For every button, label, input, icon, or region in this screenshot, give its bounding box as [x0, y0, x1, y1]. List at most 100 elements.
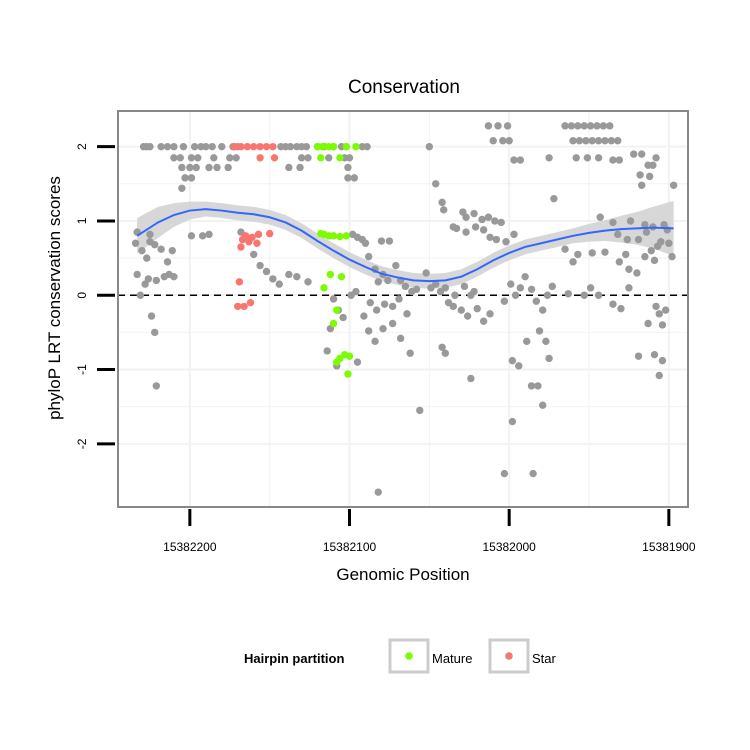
legend-swatch-star	[505, 652, 513, 660]
point-mature	[344, 370, 352, 378]
point-other	[644, 319, 652, 328]
point-other	[178, 184, 186, 192]
point-other	[131, 239, 140, 247]
legend-entry-mature: Mature	[388, 638, 472, 674]
point-other	[432, 180, 440, 188]
point-other	[500, 469, 509, 478]
point-other	[641, 252, 649, 261]
point-other	[567, 122, 576, 130]
chart-title: Conservation	[348, 77, 460, 98]
point-other	[385, 237, 394, 245]
x-axis: 15382200 15382100 15382000 15381900	[163, 509, 696, 554]
point-mature	[320, 284, 328, 292]
point-other	[510, 230, 518, 239]
point-other	[412, 285, 421, 294]
point-other	[642, 228, 651, 236]
point-other	[170, 272, 178, 281]
point-other	[462, 213, 470, 221]
data-points	[131, 122, 678, 496]
point-other	[511, 291, 520, 299]
point-other	[406, 349, 414, 357]
point-other	[644, 161, 652, 169]
point-other	[256, 261, 264, 270]
point-other	[588, 137, 596, 145]
point-other	[615, 258, 624, 266]
point-other	[614, 137, 622, 145]
point-mature	[352, 142, 360, 151]
point-star	[234, 302, 242, 311]
point-other	[470, 209, 478, 218]
point-other	[665, 239, 673, 247]
point-other	[479, 317, 488, 325]
point-other	[596, 213, 604, 221]
point-other	[658, 356, 667, 365]
point-other	[645, 172, 654, 181]
point-other	[617, 304, 625, 313]
x-tick-label: 15382100	[323, 540, 377, 554]
legend: Hairpin partition Mature Star	[244, 638, 557, 674]
point-other	[582, 137, 590, 145]
point-other	[650, 350, 659, 359]
point-other	[138, 246, 146, 255]
point-mature	[317, 154, 325, 162]
point-other	[194, 154, 202, 162]
point-other	[146, 142, 154, 151]
point-other	[599, 122, 608, 130]
point-other	[449, 302, 457, 311]
point-star	[237, 243, 245, 251]
point-other	[594, 154, 603, 162]
point-other	[178, 163, 186, 172]
point-other	[170, 154, 178, 162]
point-other	[510, 156, 518, 164]
point-other	[564, 290, 572, 298]
point-other	[187, 232, 196, 240]
point-other	[187, 174, 196, 182]
point-other	[403, 310, 411, 318]
point-other	[561, 245, 569, 253]
point-other	[601, 248, 609, 256]
point-other	[661, 306, 670, 314]
point-other	[179, 142, 188, 151]
point-other	[293, 272, 301, 281]
confidence-band	[137, 200, 674, 289]
point-other	[157, 142, 165, 151]
point-other	[136, 291, 145, 299]
point-other	[360, 312, 368, 320]
point-star	[246, 298, 255, 307]
legend-swatch-mature	[405, 652, 413, 660]
smooth-line-layer	[136, 208, 674, 283]
point-other	[163, 258, 172, 266]
y-tick-label: 2	[75, 143, 89, 150]
point-mature	[318, 142, 327, 151]
point-star	[270, 154, 279, 162]
point-other	[486, 310, 494, 318]
x-tick-label: 15382000	[482, 540, 536, 554]
point-other	[304, 154, 312, 162]
point-other	[432, 280, 440, 288]
point-other	[364, 327, 373, 335]
point-other	[269, 275, 277, 283]
point-other	[144, 275, 153, 283]
point-other	[473, 304, 481, 313]
point-other	[539, 401, 547, 409]
point-other	[262, 267, 271, 276]
point-other	[575, 137, 584, 145]
point-other	[363, 142, 371, 151]
point-other	[539, 306, 547, 314]
point-other	[601, 137, 609, 145]
y-tick-label: 0	[75, 292, 89, 299]
point-other	[170, 142, 178, 151]
point-star	[256, 142, 264, 151]
point-other	[187, 154, 196, 162]
point-other	[224, 163, 232, 172]
point-other	[379, 324, 387, 333]
point-other	[371, 337, 379, 346]
point-other	[561, 122, 569, 130]
point-other	[297, 154, 306, 162]
point-other	[569, 137, 577, 145]
point-other	[157, 245, 165, 253]
point-other	[250, 250, 258, 259]
point-other	[372, 306, 381, 314]
point-other	[285, 270, 293, 279]
